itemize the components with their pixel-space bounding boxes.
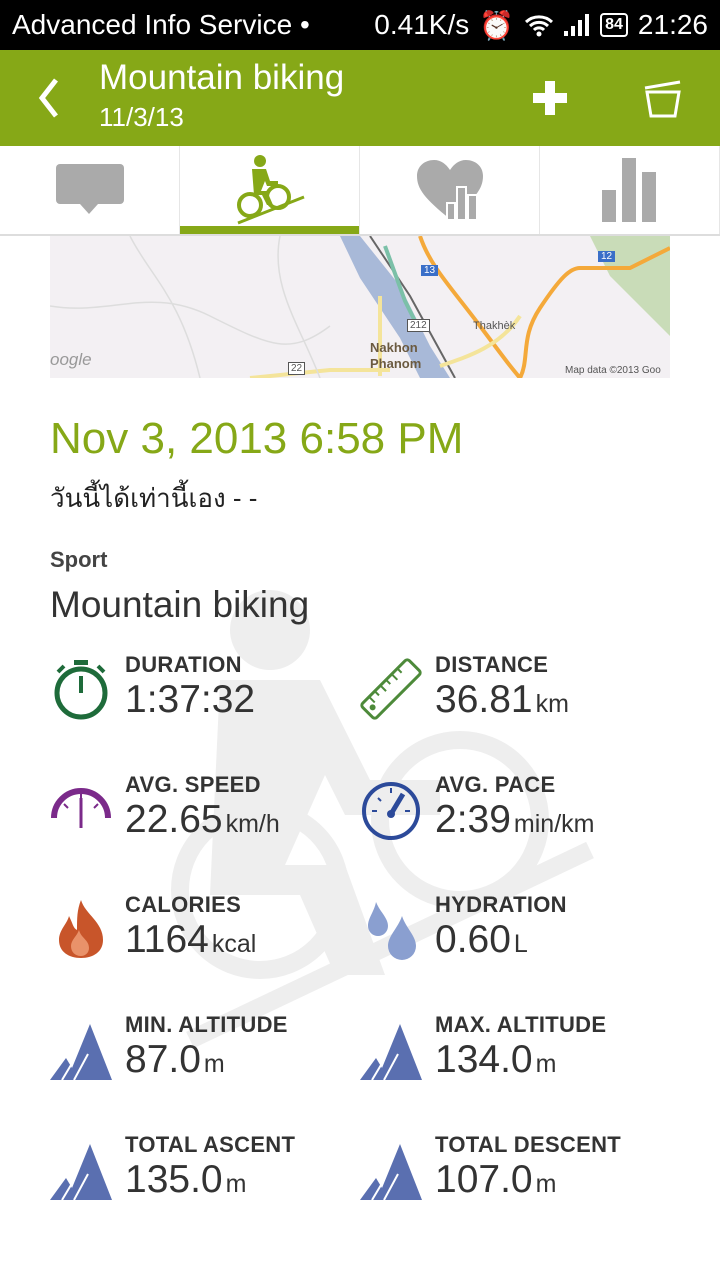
stat-unit: km/h [225, 810, 280, 838]
stat-label: DISTANCE [435, 652, 549, 677]
stat-number: 107.0 [435, 1158, 533, 1201]
tab-bar [0, 146, 720, 236]
back-icon[interactable] [30, 72, 70, 124]
stat-number: 134.0 [435, 1038, 533, 1081]
bar-chart-icon [601, 158, 656, 222]
stat-total-descent: TOTAL DESCENT 107.0 m [360, 1132, 660, 1242]
stat-value: 2:39 min/km [435, 798, 594, 842]
mountain-icon [50, 1018, 112, 1081]
stat-label: CALORIES [125, 892, 242, 917]
stat-number: 87.0 [125, 1038, 201, 1081]
bike-watermark-icon [171, 590, 594, 1049]
stat-duration: DURATION 1:37:32 [50, 652, 350, 762]
stat-value: 1:37:32 [125, 678, 258, 722]
sport-label: Sport [50, 547, 108, 572]
stat-number: 36.81 [435, 678, 533, 721]
stat-value: 87.0 m [125, 1038, 225, 1082]
stat-total-ascent: TOTAL ASCENT 135.0 m [50, 1132, 350, 1242]
stat-unit: m [535, 1170, 557, 1198]
google-logo: oogle [50, 350, 92, 369]
flame-icon [50, 898, 112, 960]
mountain-icon [50, 1138, 112, 1201]
gauge-icon [360, 778, 422, 840]
route-map[interactable]: 13 12 212 22 Nakhon Phanom Thakhèk oogle… [50, 236, 670, 378]
stat-max-altitude: MAX. ALTITUDE 134.0 m [360, 1012, 660, 1122]
stat-label: DURATION [125, 652, 242, 677]
mountain-icon [360, 1018, 422, 1081]
map-tiles [50, 236, 670, 378]
stat-label: AVG. SPEED [125, 772, 261, 797]
tab-heart-rate[interactable] [360, 146, 540, 234]
stat-number: 135.0 [125, 1158, 223, 1201]
stat-number: 1:37:32 [125, 678, 256, 721]
stat-number: 2:39 [435, 798, 511, 841]
signal-icon [564, 14, 590, 36]
water-drops-icon [360, 898, 422, 960]
clock: 21:26 [637, 9, 708, 40]
stat-label: HYDRATION [435, 892, 567, 917]
wifi-icon [525, 15, 554, 37]
tab-notes[interactable] [0, 146, 180, 234]
page-title: Mountain biking [99, 58, 345, 97]
tab-workout[interactable] [180, 146, 360, 234]
carrier: Advanced Info Service • [12, 9, 310, 40]
ruler-icon [360, 658, 422, 720]
stat-label: MAX. ALTITUDE [435, 1012, 607, 1037]
stat-unit: km [535, 690, 569, 718]
add-icon[interactable] [530, 78, 570, 118]
stat-label: AVG. PACE [435, 772, 556, 797]
stat-avg-pace: AVG. PACE 2:39 min/km [360, 772, 660, 882]
session-date: Nov 3, 2013 6:58 PM [50, 414, 464, 463]
mountain-bike-icon [236, 155, 305, 225]
stat-number: 1164 [125, 918, 209, 961]
stat-min-altitude: MIN. ALTITUDE 87.0 m [50, 1012, 350, 1122]
trash-icon[interactable] [640, 76, 684, 120]
session-note: วันนี้ได้เท่านี้เอง - - [50, 483, 258, 513]
stat-value: 134.0 m [435, 1038, 556, 1082]
stat-distance: DISTANCE 36.81 km [360, 652, 660, 762]
stopwatch-icon [50, 658, 112, 720]
stat-avg-speed: AVG. SPEED 22.65 km/h [50, 772, 350, 882]
stat-value: 22.65 km/h [125, 798, 280, 842]
stat-hydration: HYDRATION 0.60 L [360, 892, 660, 1002]
stat-unit: m [203, 1050, 225, 1078]
sport-value: Mountain biking [50, 584, 310, 625]
battery-icon: 84 [600, 13, 628, 37]
stat-unit: L [513, 930, 528, 958]
stat-calories: CALORIES 1164 kcal [50, 892, 350, 1002]
stat-value: 107.0 m [435, 1158, 556, 1202]
stat-unit: kcal [211, 930, 257, 958]
network-speed: 0.41K/s [374, 9, 470, 40]
speedometer-icon [50, 778, 112, 840]
stat-number: 22.65 [125, 798, 223, 841]
stat-unit: m [535, 1050, 557, 1078]
tab-charts[interactable] [540, 146, 720, 234]
stat-value: 36.81 km [435, 678, 569, 722]
stat-label: MIN. ALTITUDE [125, 1012, 288, 1037]
stat-number: 0.60 [435, 918, 511, 961]
stat-label: TOTAL DESCENT [435, 1132, 622, 1157]
app-bar: Mountain biking 11/3/13 [0, 50, 720, 146]
stat-label: TOTAL ASCENT [125, 1132, 296, 1157]
heart-stats-icon [416, 160, 483, 221]
alarm-icon: ⏰ [479, 9, 515, 41]
comment-icon [55, 164, 124, 214]
status-bar: Advanced Info Service • 0.41K/s ⏰ 84 21:… [0, 0, 720, 50]
stat-value: 1164 kcal [125, 918, 256, 962]
stat-unit: m [225, 1170, 247, 1198]
stat-value: 0.60 L [435, 918, 528, 962]
stat-value: 135.0 m [125, 1158, 246, 1202]
mountain-icon [360, 1138, 422, 1201]
stat-unit: min/km [513, 810, 595, 838]
page-subtitle: 11/3/13 [99, 102, 184, 132]
